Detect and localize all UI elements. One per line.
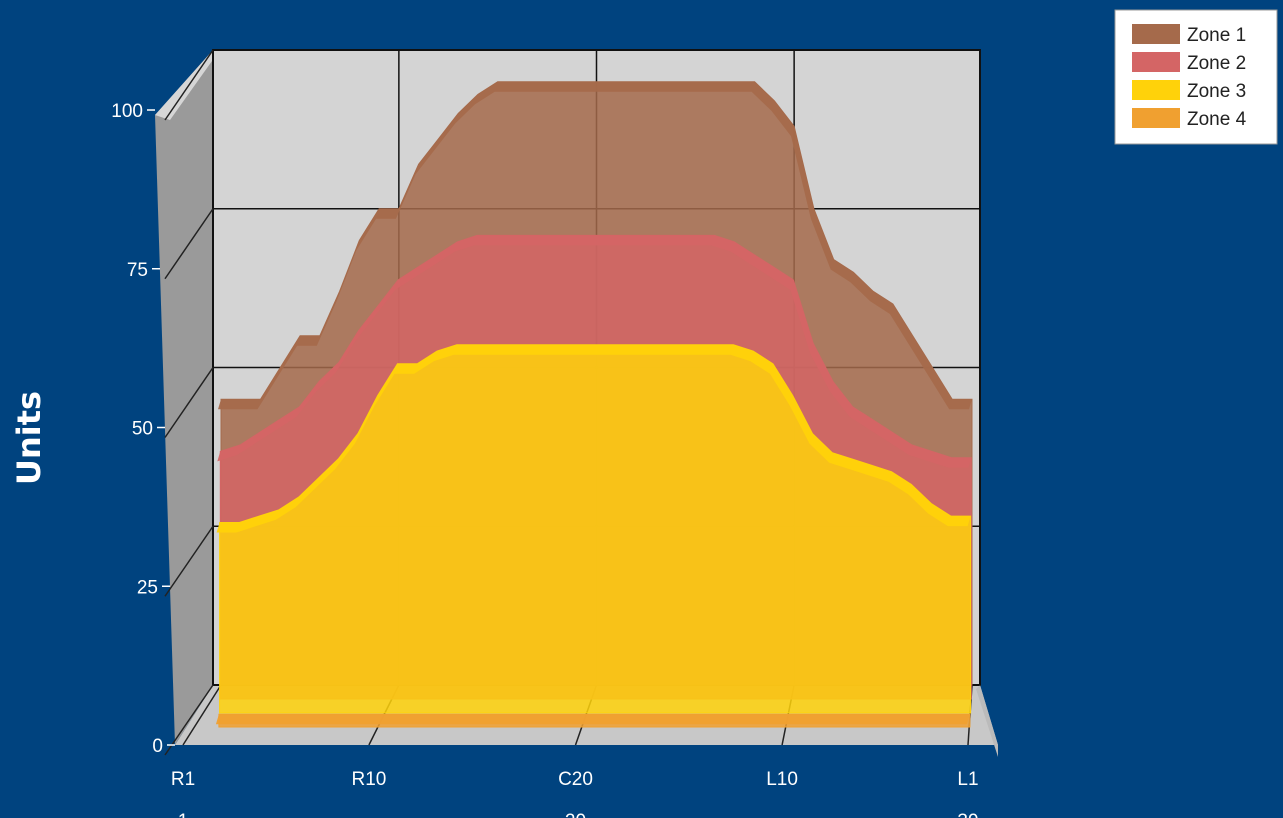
legend-swatch-zone-3 [1132,80,1180,100]
legend-label-zone-2: Zone 2 [1187,53,1246,74]
y-tick-label-50: 50 [132,419,153,440]
y-tick-label-0: 0 [152,736,163,757]
gridline-side-25 [164,525,214,597]
y-axis-label: Units [10,391,48,485]
x-secondary-label-1: 1 [178,811,189,818]
layer-band-zone-4 [215,714,970,725]
layer-band-zone-3 [216,344,971,533]
legend-swatch-zone-2 [1132,52,1180,72]
gridline-side-0 [164,684,214,756]
gridline-side-50 [164,367,214,438]
x-tick-label-R10: R10 [351,769,386,790]
x-tick-label-C20: C20 [558,769,593,790]
gridline-floor-R1 [182,684,222,746]
gridline-side-75 [164,208,214,280]
legend-swatch-zone-4 [1132,108,1180,128]
legend-label-zone-4: Zone 4 [1187,109,1247,130]
floor-rim [976,685,998,757]
legend-label-zone-3: Zone 3 [1187,81,1246,102]
gridline-side-100 [164,49,214,121]
y-tick-label-75: 75 [127,260,148,281]
side-wall [155,50,213,745]
y-tick-label-25: 25 [137,577,158,598]
x-secondary-label-20: 20 [565,811,586,818]
y-tick-label-100: 100 [111,101,143,122]
x-secondary-label-39: 39 [957,811,978,818]
legend-swatch-zone-1 [1132,24,1180,44]
legend: Zone 1 Zone 2 Zone 3 Zone 4 [1114,9,1278,145]
chart-axes: 0 25 50 75 100 R1 R10 C20 L10 L1 1 20 39 [111,101,978,818]
chart-layers [215,81,973,728]
layer-band-zone-2 [217,235,972,468]
x-tick-label-R1: R1 [171,769,195,790]
x-tick-label-L10: L10 [766,769,798,790]
x-tick-label-L1: L1 [957,769,978,790]
legend-label-zone-1: Zone 1 [1187,25,1246,46]
